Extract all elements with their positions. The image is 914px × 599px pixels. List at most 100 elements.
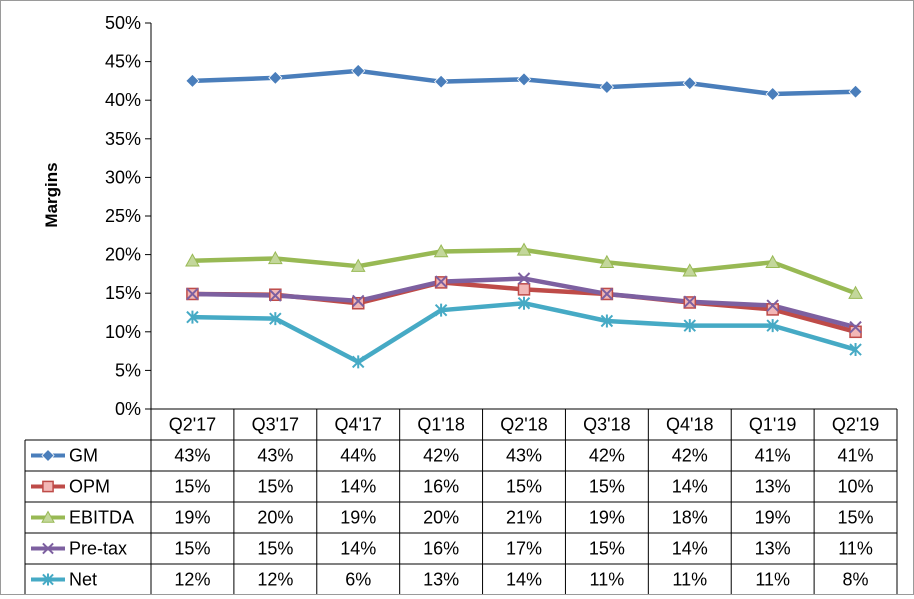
table-cell-value: 13% (423, 570, 459, 590)
data-point-marker (516, 242, 532, 256)
table-cell-value: 41% (838, 446, 874, 466)
table-cell-value: 13% (755, 477, 791, 497)
y-axis-label: Margins (42, 162, 61, 227)
table-cell-value: 43% (174, 446, 210, 466)
legend-key-marker (42, 542, 54, 555)
y-tick-label: 15% (105, 283, 141, 303)
table-cell-value: 8% (843, 570, 869, 590)
data-point-marker (269, 312, 282, 326)
x-category-label: Q2'19 (832, 415, 879, 435)
table-cell-value: 11% (590, 570, 625, 590)
data-point-marker (268, 70, 283, 85)
table-cell-value: 43% (257, 446, 293, 466)
y-tick-label: 5% (115, 360, 141, 380)
data-point-marker (433, 243, 449, 258)
table-cell-value: 14% (506, 570, 542, 590)
data-point-marker (269, 289, 282, 302)
data-point-marker (351, 355, 365, 369)
table-cell-value: 11% (838, 539, 873, 559)
data-point-marker (848, 84, 863, 99)
table-cell-value: 15% (838, 508, 874, 528)
data-point-marker (766, 303, 779, 316)
y-tick-label: 40% (105, 90, 141, 110)
table-cell-value: 12% (257, 570, 293, 590)
data-point-marker (185, 73, 200, 88)
data-point-marker (682, 76, 697, 91)
legend-label: GM (69, 446, 98, 466)
table-cell-value: 19% (340, 508, 376, 528)
data-point-marker (517, 283, 531, 296)
x-category-label: Q1'19 (749, 415, 796, 435)
table-cell-value: 14% (340, 477, 376, 497)
data-point-marker (350, 258, 366, 272)
data-point-marker (683, 295, 697, 308)
data-point-marker (765, 86, 780, 102)
data-point-marker (351, 63, 366, 78)
table-cell-value: 15% (257, 477, 293, 497)
table-cell-value: 15% (257, 539, 293, 559)
y-tick-label: 25% (105, 206, 141, 226)
table-cell-value: 42% (672, 446, 708, 466)
series-line (192, 300, 857, 365)
y-tick-label: 50% (105, 13, 141, 33)
data-point-marker (186, 310, 199, 324)
data-point-marker (848, 285, 863, 299)
y-tick-label: 20% (105, 245, 141, 265)
table-cell-value: 19% (755, 508, 791, 528)
y-tick-label: 30% (105, 167, 141, 187)
data-point-marker (516, 72, 532, 87)
table-cell-value: 15% (174, 539, 210, 559)
data-point-marker (351, 294, 365, 308)
x-category-label: Q3'17 (252, 415, 299, 435)
table-cell-value: 43% (506, 446, 542, 466)
y-tick-label: 10% (105, 322, 141, 342)
table-cell-value: 12% (174, 570, 210, 590)
table-cell-value: 6% (345, 570, 371, 590)
table-cell-value: 16% (423, 477, 459, 497)
x-category-label: Q1'18 (417, 415, 464, 435)
table-cell-value: 42% (423, 446, 459, 466)
data-point-marker (351, 296, 365, 310)
x-category-label: Q2'17 (169, 415, 216, 435)
table-cell-value: 20% (423, 508, 459, 528)
table-cell-value: 15% (174, 477, 210, 497)
x-category-label: Q4'17 (334, 415, 381, 435)
x-category-label: Q2'18 (500, 415, 547, 435)
table-cell-value: 14% (672, 477, 708, 497)
table-cell-value: 15% (506, 477, 542, 497)
table-cell-value: 15% (589, 539, 625, 559)
table-cell-value: 16% (423, 539, 459, 559)
table-cell-value: 11% (672, 570, 707, 590)
data-point-marker (517, 272, 531, 285)
data-point-marker (765, 254, 781, 269)
data-point-marker (517, 296, 531, 310)
legend-label: Pre-tax (69, 539, 127, 559)
x-category-label: Q4'18 (666, 415, 713, 435)
data-point-marker (766, 299, 779, 312)
data-point-marker (186, 287, 199, 301)
table-cell-value: 18% (672, 508, 708, 528)
data-point-marker (682, 263, 698, 277)
table-cell-value: 13% (755, 539, 791, 559)
data-point-marker (434, 303, 448, 317)
data-point-marker (683, 319, 697, 333)
data-point-marker (267, 250, 283, 265)
y-axis-ticks: 0% 5% 10% 15% 20% 25% 30% 35% 40% 45% 50% (105, 13, 151, 419)
table-cell-value: 10% (838, 477, 874, 497)
table-cell-value: 17% (506, 539, 542, 559)
data-point-marker (849, 343, 862, 357)
data-point-marker (434, 275, 448, 288)
table-cell-value: 41% (755, 446, 791, 466)
legend-label: Net (69, 570, 97, 590)
data-point-marker (599, 80, 614, 95)
data-point-marker (766, 319, 779, 333)
y-tick-label: 45% (105, 52, 141, 72)
series-markers (185, 63, 863, 369)
legend-key-marker (42, 573, 54, 586)
table-cell-value: 11% (755, 570, 790, 590)
legend-key-marker (41, 448, 55, 463)
data-point-marker (600, 314, 614, 328)
legend-label: EBITDA (69, 508, 134, 528)
legend-label: OPM (69, 477, 110, 497)
